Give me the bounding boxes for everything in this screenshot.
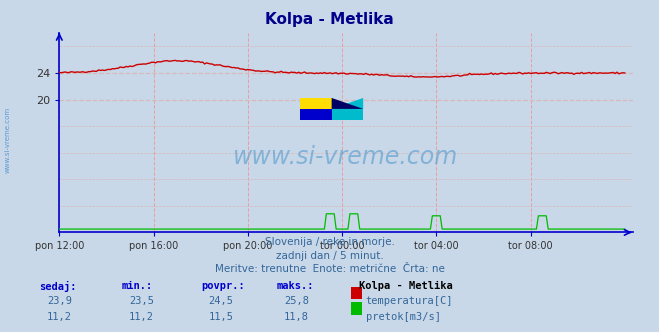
- Text: zadnji dan / 5 minut.: zadnji dan / 5 minut.: [275, 251, 384, 261]
- Polygon shape: [331, 98, 363, 109]
- Text: min.:: min.:: [122, 281, 153, 290]
- Text: Slovenija / reke in morje.: Slovenija / reke in morje.: [264, 237, 395, 247]
- Text: Kolpa - Metlika: Kolpa - Metlika: [265, 12, 394, 27]
- Text: 25,8: 25,8: [284, 296, 309, 306]
- Text: Meritve: trenutne  Enote: metrične  Črta: ne: Meritve: trenutne Enote: metrične Črta: …: [215, 264, 444, 274]
- Text: pretok[m3/s]: pretok[m3/s]: [366, 312, 441, 322]
- Text: 23,5: 23,5: [129, 296, 154, 306]
- Bar: [331, 109, 363, 120]
- Text: 23,9: 23,9: [47, 296, 72, 306]
- Bar: [300, 109, 331, 120]
- Text: www.si-vreme.com: www.si-vreme.com: [5, 106, 11, 173]
- Text: sedaj:: sedaj:: [40, 281, 77, 291]
- Text: www.si-vreme.com: www.si-vreme.com: [233, 145, 459, 169]
- Bar: [300, 98, 331, 109]
- Text: temperatura[C]: temperatura[C]: [366, 296, 453, 306]
- Polygon shape: [331, 98, 363, 109]
- Text: 11,5: 11,5: [208, 312, 233, 322]
- Text: 11,2: 11,2: [47, 312, 72, 322]
- Text: Kolpa - Metlika: Kolpa - Metlika: [359, 281, 453, 290]
- Text: povpr.:: povpr.:: [201, 281, 244, 290]
- Text: 11,2: 11,2: [129, 312, 154, 322]
- Text: maks.:: maks.:: [277, 281, 314, 290]
- Text: 24,5: 24,5: [208, 296, 233, 306]
- Text: 11,8: 11,8: [284, 312, 309, 322]
